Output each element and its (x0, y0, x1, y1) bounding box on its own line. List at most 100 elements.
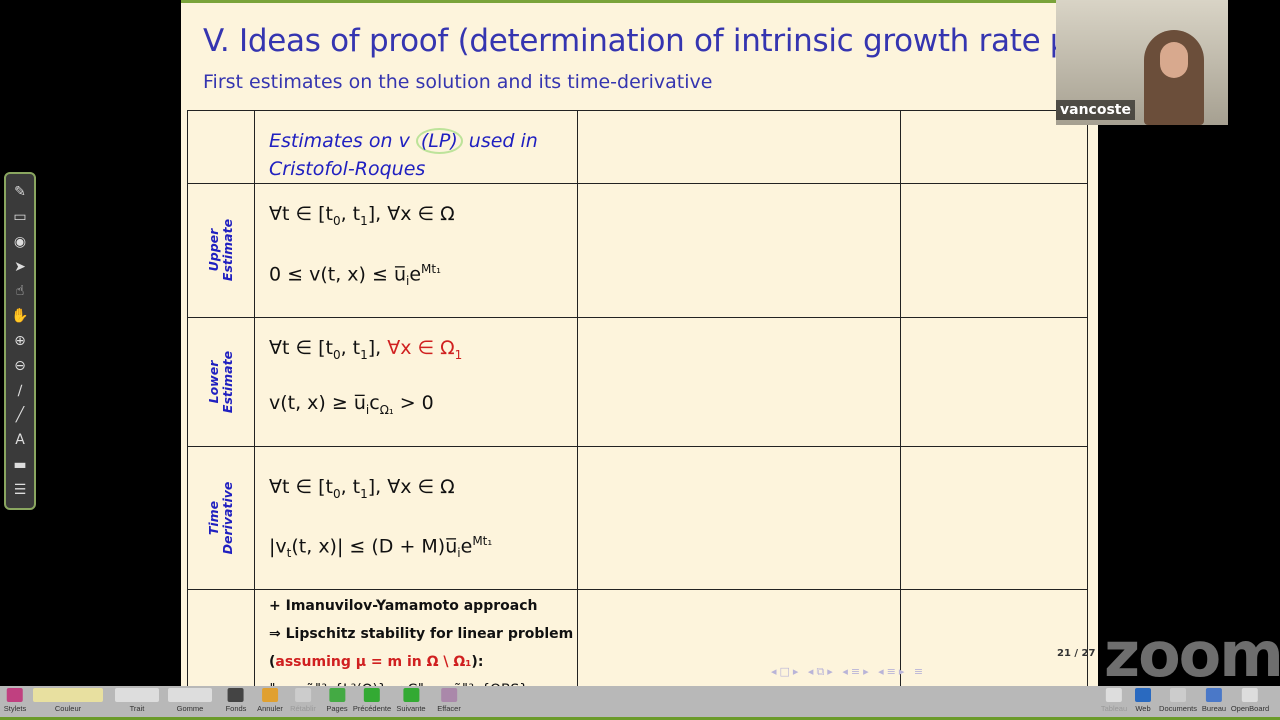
page-number: 21 / 27 (1057, 648, 1096, 659)
toolbar-label: Fonds (225, 704, 247, 713)
toolbar-label: OpenBoard (1230, 704, 1270, 713)
toolbar-label: Stylets (3, 704, 27, 713)
toolbar-icon (261, 688, 278, 702)
toolbar-button-précédente[interactable]: Précédente (353, 688, 391, 713)
math-segment: 1 (360, 347, 368, 362)
beamer-navigation[interactable]: ◂□▸ ◂⧉▸ ◂≡▸ ◂≡▸ ≡ (771, 665, 927, 678)
pen-icon[interactable]: ✎ (14, 184, 26, 201)
math-segment: ∀t ∈ [t (269, 475, 333, 498)
math-segment: 0 ≤ v(t, x) ≤ (269, 263, 394, 286)
capture-icon[interactable]: ▬ (13, 456, 27, 473)
slide-title: V. Ideas of proof (determination of intr… (203, 23, 1082, 59)
math-segment: i (365, 402, 370, 417)
math-segment: > 0 (393, 391, 434, 414)
selector-icon[interactable]: ➤ (14, 258, 26, 275)
participant-video: vancoste (1056, 0, 1228, 125)
toolbar-button-pages[interactable]: Pages (326, 688, 348, 713)
toolbar-label: Gomme (176, 704, 204, 713)
marker-icon[interactable]: ◉ (13, 233, 27, 250)
toolbar-icon (1135, 688, 1151, 702)
presentation-slide: V. Ideas of proof (determination of intr… (181, 0, 1098, 706)
math-segment: 1 (360, 213, 368, 228)
text-icon[interactable]: A (15, 432, 25, 449)
toolbar-button-effacer[interactable]: Effacer (437, 688, 461, 713)
math-segment: ∀x ∈ Ω (387, 336, 455, 359)
toolbar-button-annuler[interactable]: Annuler (257, 688, 283, 713)
math-segment: Mt₁ (472, 534, 493, 549)
note-line: (assuming μ = m in Ω \ Ω₁): (269, 654, 484, 671)
math-segment: |v (269, 535, 287, 558)
toolbar-button-tableau[interactable]: Tableau (1101, 688, 1127, 713)
toolbar-icon (168, 688, 212, 702)
toolbar-icon (115, 688, 159, 702)
toolbar-button-bureau[interactable]: Bureau (1202, 688, 1226, 713)
math-segment: v(t, x) ≥ (269, 391, 354, 414)
math-segment: , t (340, 336, 361, 359)
toolbar-icon (441, 688, 457, 702)
toolbar-label: Précédente (352, 704, 392, 713)
math-segment: , t (340, 203, 361, 225)
row-label: Lower Estimate (206, 350, 235, 413)
interact-icon[interactable]: ☝ (15, 283, 25, 300)
toolbar-label: Annuler (257, 704, 283, 713)
math-segment: 1 (454, 347, 463, 362)
math-segment: u̅ (353, 391, 366, 414)
toolbar-button-documents[interactable]: Documents (1159, 688, 1197, 713)
toolbar-button-web[interactable]: Web (1135, 688, 1151, 713)
estimates-table: Estimates on v (LP) used in Cristofol-Ro… (187, 110, 1088, 706)
note-line: + Imanuvilov-Yamamoto approach (269, 598, 538, 615)
note-line: ⇒ Lipschitz stability for linear problem (269, 626, 574, 643)
math-segment: e (460, 535, 473, 558)
lp-highlight: (LP) (415, 128, 463, 154)
toolbar-icon (1106, 688, 1122, 702)
toolbar-icon (1170, 688, 1186, 702)
virtual-keyboard-icon[interactable]: ☰ (13, 481, 27, 498)
toolbar-label: Effacer (437, 704, 461, 713)
line-icon[interactable]: ╱ (15, 407, 25, 424)
math-line: |vt(t, x)| ≤ (D + M)u̅ieMt₁ (269, 529, 577, 565)
participant-name: vancoste (1056, 100, 1135, 120)
toolbar-button-trait[interactable]: Trait (115, 688, 159, 713)
slide-subtitle: First estimates on the solution and its … (203, 71, 713, 93)
math-segment: 1 (360, 486, 368, 501)
math-segment: u̅ (445, 535, 458, 558)
toolbar-button-couleur[interactable]: Couleur (33, 688, 103, 713)
table-row: Time Derivative ∀t ∈ [t0, t1], ∀x ∈ Ω |vt(… (187, 445, 1088, 591)
math-segment: , t (340, 475, 361, 498)
zoom-watermark: zoom (1104, 618, 1280, 691)
toolbar-button-suivante[interactable]: Suivante (396, 688, 426, 713)
table-row: Lower Estimate ∀t ∈ [t0, t1], ∀x ∈ Ω1 v(t,… (187, 316, 1088, 447)
toolbar-icon (295, 688, 311, 702)
header-text: Estimates on v (LP) used in Cristofol-Ro… (269, 128, 538, 180)
math-segment: Mt₁ (421, 261, 441, 276)
tool-palette: ✎ ▭ ◉ ➤ ☝ ✋ ⊕ ⊖ ∕ ╱ A ▬ ☰ (4, 172, 36, 510)
zoom-out-icon[interactable]: ⊖ (14, 357, 26, 374)
toolbar-icon (6, 688, 23, 702)
math-segment: 0 (332, 486, 341, 501)
toolbar-button-fonds[interactable]: Fonds (225, 688, 247, 713)
toolbar-label: Rétablir (290, 704, 316, 713)
math-segment: ], ∀x ∈ Ω (367, 203, 455, 225)
math-segment: 0 (332, 347, 341, 362)
math-segment: ], ∀x ∈ Ω (367, 475, 455, 498)
toolbar-label: Documents (1159, 704, 1197, 713)
table-header-row: Estimates on v (LP) used in Cristofol-Ro… (187, 110, 1088, 184)
openboard-toolbar: Stylets Couleur Trait Gomme Fonds Annuler Réta… (0, 686, 1280, 720)
laser-icon[interactable]: ∕ (17, 382, 23, 399)
toolbar-label: Tableau (1100, 704, 1128, 713)
toolbar-button-openboard[interactable]: OpenBoard (1231, 688, 1269, 713)
toolbar-button-gomme[interactable]: Gomme (168, 688, 212, 713)
toolbar-label: Bureau (1201, 704, 1227, 713)
zoom-in-icon[interactable]: ⊕ (14, 332, 26, 349)
participant-face (1160, 42, 1188, 78)
hand-icon[interactable]: ✋ (11, 308, 29, 325)
math-line: ∀t ∈ [t0, t1], ∀x ∈ Ω (269, 475, 577, 506)
toolbar-icon (227, 688, 244, 702)
toolbar-button-rétablir[interactable]: Rétablir (290, 688, 316, 713)
row-label: Upper Estimate (206, 219, 235, 282)
row-label: Time Derivative (206, 481, 235, 555)
eraser-icon[interactable]: ▭ (13, 209, 27, 226)
toolbar-label: Trait (129, 704, 145, 713)
math-segment: e (409, 263, 422, 286)
toolbar-button-stylets[interactable]: Stylets (3, 688, 27, 713)
